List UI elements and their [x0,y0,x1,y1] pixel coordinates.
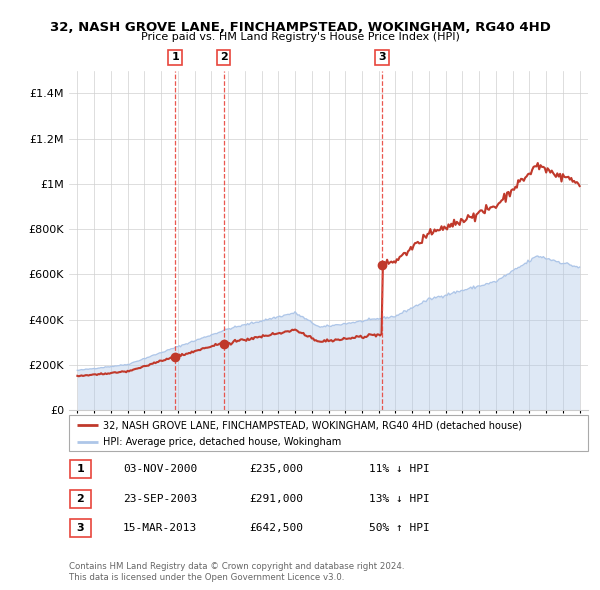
Text: Contains HM Land Registry data © Crown copyright and database right 2024.: Contains HM Land Registry data © Crown c… [69,562,404,571]
Text: HPI: Average price, detached house, Wokingham: HPI: Average price, detached house, Woki… [103,437,341,447]
Text: 11% ↓ HPI: 11% ↓ HPI [369,464,430,474]
Text: 15-MAR-2013: 15-MAR-2013 [123,523,197,533]
Text: £235,000: £235,000 [249,464,303,474]
Text: 03-NOV-2000: 03-NOV-2000 [123,464,197,474]
Text: 3: 3 [77,523,84,533]
Text: 32, NASH GROVE LANE, FINCHAMPSTEAD, WOKINGHAM, RG40 4HD (detached house): 32, NASH GROVE LANE, FINCHAMPSTEAD, WOKI… [103,420,522,430]
Text: Price paid vs. HM Land Registry's House Price Index (HPI): Price paid vs. HM Land Registry's House … [140,32,460,42]
Text: 32, NASH GROVE LANE, FINCHAMPSTEAD, WOKINGHAM, RG40 4HD: 32, NASH GROVE LANE, FINCHAMPSTEAD, WOKI… [50,21,550,34]
Text: 3: 3 [378,53,386,63]
Text: 23-SEP-2003: 23-SEP-2003 [123,494,197,503]
Text: £642,500: £642,500 [249,523,303,533]
Text: 1: 1 [171,53,179,63]
Text: 13% ↓ HPI: 13% ↓ HPI [369,494,430,503]
Text: 2: 2 [220,53,227,63]
Text: This data is licensed under the Open Government Licence v3.0.: This data is licensed under the Open Gov… [69,573,344,582]
Text: 1: 1 [77,464,84,474]
Text: 50% ↑ HPI: 50% ↑ HPI [369,523,430,533]
Text: 2: 2 [77,494,84,503]
Text: £291,000: £291,000 [249,494,303,503]
